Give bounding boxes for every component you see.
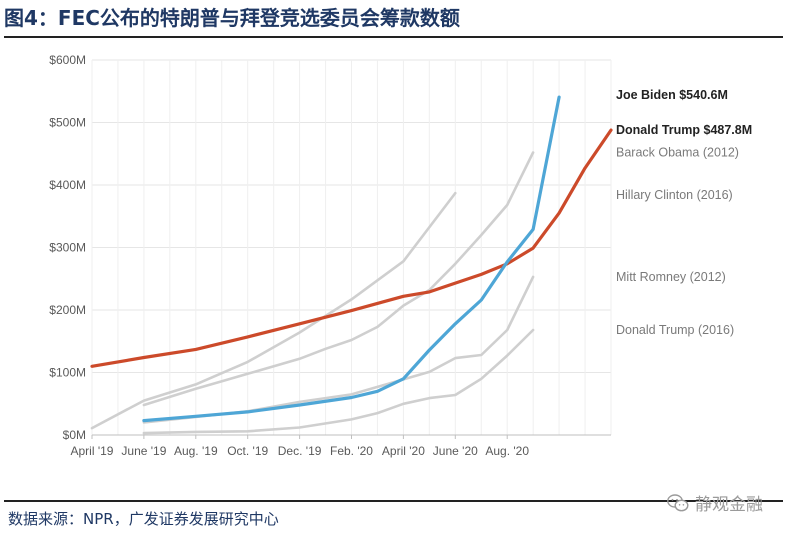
series-label-donald-trump-2016: Donald Trump (2016) [616,323,734,337]
series-labels: Hillary Clinton (2016) Barack Obama (2012… [616,88,752,337]
y-axis-ticks: $0M $100M $200M $300M $400M $500M $600M [49,53,86,442]
y-tick-label: $400M [49,178,86,192]
x-tick-label: Dec. '19 [278,444,322,458]
y-tick-label: $500M [49,116,86,130]
y-tick-label: $200M [49,303,86,317]
x-tick-label: April '19 [71,444,114,458]
figure-title: 图4：FEC公布的特朗普与拜登竞选委员会筹款数额 [4,6,460,30]
series-line-joe-biden [142,95,561,423]
watermark-text: 静观金融 [695,495,763,515]
series-line-donald-trump [90,128,613,368]
series-label-hillary-clinton-2016: Hillary Clinton (2016) [616,188,733,202]
series-line-donald-trump-2016 [142,328,535,435]
y-tick-label: $100M [49,366,86,380]
series-label-donald-trump: Donald Trump $487.8M [616,123,752,137]
x-tick-label: Feb. '20 [330,444,373,458]
series-line-barack-obama-2012 [142,151,535,407]
x-axis-ticks: April '19 June '19 Aug. '19 Oct. '19 Dec. '1… [71,435,529,458]
source-rule [4,500,783,502]
x-tick-label: June '19 [121,444,166,458]
x-tick-label: April '20 [382,444,425,458]
line-chart: $0M $100M $200M $300M $400M $500M $600M April … [49,53,752,458]
x-tick-label: Aug. '20 [485,444,529,458]
watermark: 静观金融 [667,490,763,515]
source-note: 数据来源：NPR，广发证券发展研究中心 [8,510,279,528]
y-tick-label: $0M [63,428,86,442]
x-tick-label: Oct. '19 [227,444,268,458]
y-tick-label: $600M [49,53,86,67]
y-tick-label: $300M [49,241,86,255]
series-label-barack-obama-2012: Barack Obama (2012) [616,146,739,160]
wechat-logo-icon [667,493,689,511]
series-label-joe-biden: Joe Biden $540.6M [616,88,728,102]
chart-grid [91,59,612,436]
x-tick-label: Aug. '19 [174,444,218,458]
series-label-mitt-romney-2012: Mitt Romney (2012) [616,270,726,284]
title-rule [4,36,783,38]
x-tick-label: June '20 [433,444,478,458]
series-line-hillary-clinton-2016 [90,191,457,430]
series-lines [90,95,613,435]
